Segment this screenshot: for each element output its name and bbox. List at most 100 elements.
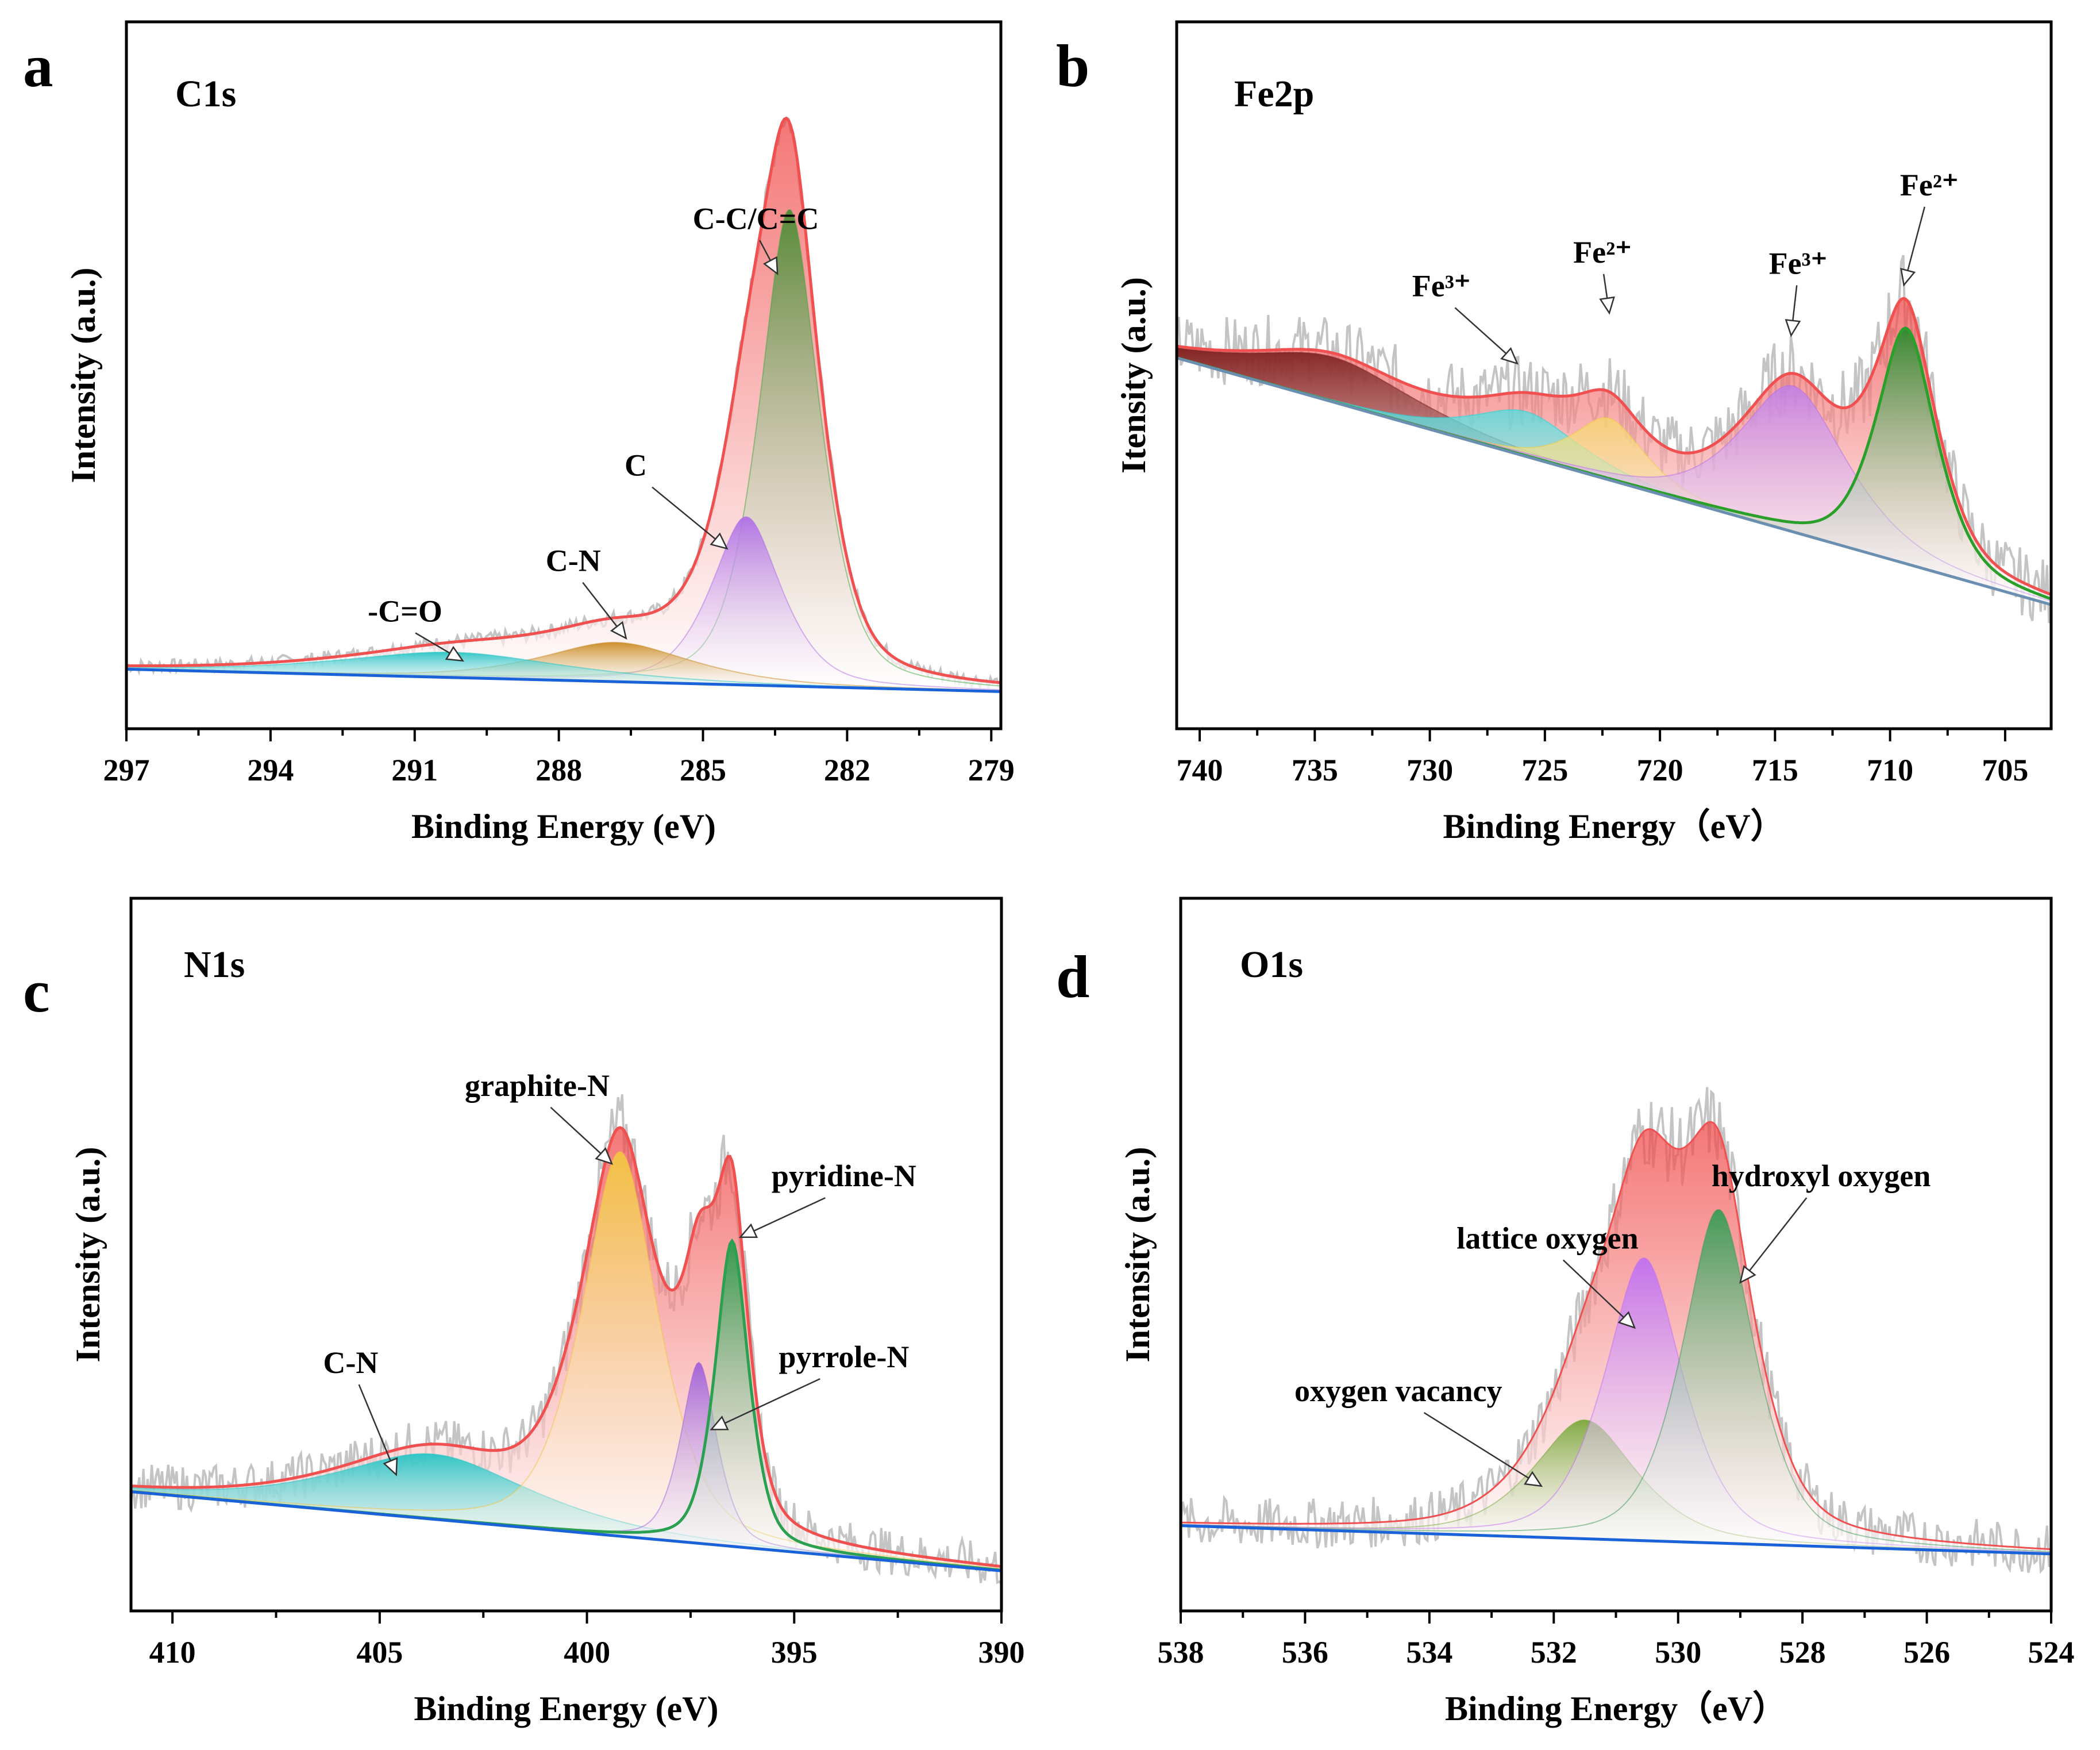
peak-annotation: -C=O xyxy=(368,594,442,628)
annotation-arrowhead xyxy=(1739,1265,1756,1284)
x-tick-label: 282 xyxy=(824,753,870,787)
peak-annotation: pyrrole-N xyxy=(779,1340,909,1374)
x-tick-label: 390 xyxy=(978,1635,1025,1670)
x-tick-label: 532 xyxy=(1531,1635,1577,1670)
x-tick-label: 710 xyxy=(1867,753,1913,787)
x-tick-label: 715 xyxy=(1752,753,1798,787)
annotation-arrowhead xyxy=(1900,267,1916,287)
x-tick-label: 279 xyxy=(968,753,1015,787)
peak-annotation: C-N xyxy=(323,1345,378,1380)
x-tick-label: 735 xyxy=(1292,753,1338,787)
plot-area xyxy=(131,1094,1001,1585)
annotation-arrowhead xyxy=(610,621,627,640)
component-peak-line-3 xyxy=(1181,1209,2051,1552)
background-line xyxy=(1177,356,2051,606)
x-tick-label: 410 xyxy=(149,1635,196,1670)
peak-annotation: C-N xyxy=(546,544,601,578)
annotation-arrowhead xyxy=(710,1416,729,1430)
annotation-arrow xyxy=(358,1384,397,1475)
panel-title: Fe2p xyxy=(1234,73,1314,115)
component-peak-2 xyxy=(1181,1258,2051,1554)
peak-annotation: oxygen vacancy xyxy=(1294,1374,1502,1408)
annotation-arrowhead xyxy=(710,532,729,550)
annotation-arrow xyxy=(711,1378,820,1430)
component-peak-2 xyxy=(126,517,1001,692)
envelope-line xyxy=(126,116,1001,684)
component-peak-1 xyxy=(1177,348,2051,605)
component-peak-line-1 xyxy=(126,209,1001,687)
annotation-arrowhead xyxy=(1599,296,1615,315)
envelope-line xyxy=(131,1126,1001,1568)
panel-title: N1s xyxy=(184,944,245,986)
annotation-arrowhead xyxy=(1785,319,1801,337)
annotation-arrowhead xyxy=(1500,347,1519,365)
background-line xyxy=(131,1490,1001,1572)
component-peak-4 xyxy=(126,652,1001,692)
y-axis-label: Intensity (a.u.) xyxy=(69,1147,107,1362)
panel-a-c1s: 297 294 291 288 285 282 279 Binding Energy (eV)… xyxy=(23,20,1015,845)
x-tick-label: 395 xyxy=(771,1635,818,1670)
x-axis-label: Binding Energy（eV） xyxy=(1445,1689,1787,1728)
x-tick-label: 536 xyxy=(1282,1635,1328,1670)
panel-d-o1s: 538 536 534 532 530 528 526 524 Binding Energy（e… xyxy=(1056,897,2075,1728)
x-tick-label: 524 xyxy=(2028,1635,2075,1670)
peak-annotation: Fe³⁺ xyxy=(1769,246,1828,280)
annotation-arrow xyxy=(1423,1412,1542,1487)
peak-annotation: C-C/C=C xyxy=(693,201,819,236)
y-axis-label: Intensity (a.u.) xyxy=(64,267,102,483)
x-axis-label: Binding Energy (eV) xyxy=(411,807,716,845)
x-tick-label: 526 xyxy=(1904,1635,1950,1670)
panel-letter: d xyxy=(1056,943,1089,1010)
x-tick-label: 297 xyxy=(103,753,150,787)
panel-title: C1s xyxy=(175,73,236,115)
x-tick-label: 725 xyxy=(1521,753,1568,787)
x-tick-label: 400 xyxy=(564,1635,610,1670)
component-peak-line-2 xyxy=(131,1151,1001,1570)
peak-annotation: Fe²⁺ xyxy=(1900,168,1959,202)
peak-annotation: Fe³⁺ xyxy=(1412,268,1471,303)
plot-area xyxy=(1181,1087,2051,1574)
peak-annotation: Fe²⁺ xyxy=(1573,235,1632,270)
annotation-arrowhead xyxy=(445,645,464,662)
x-tick-label: 528 xyxy=(1779,1635,1826,1670)
y-axis-label: Intensity (a.u.) xyxy=(1119,1147,1157,1362)
annotation-arrowhead xyxy=(1524,1471,1543,1487)
component-peak-1 xyxy=(126,210,1001,692)
envelope-fill xyxy=(126,118,1001,692)
annotation-arrowhead xyxy=(1617,1311,1636,1329)
envelope-line xyxy=(1177,297,2051,596)
panel-title: O1s xyxy=(1240,944,1303,986)
panel-letter: c xyxy=(23,957,50,1025)
x-tick-label: 534 xyxy=(1406,1635,1452,1670)
x-tick-label: 530 xyxy=(1655,1635,1701,1670)
x-tick-label: 285 xyxy=(680,753,726,787)
panel-letter: b xyxy=(1056,32,1089,99)
panel-b-fe2p: 740 735 730 725 720 715 710 705 Binding Energy（e… xyxy=(1056,20,2053,845)
panel-c-n1s: 410 405 400 395 390 Binding Energy (eV) Intens… xyxy=(23,897,1025,1728)
peak-annotation: C xyxy=(625,448,647,483)
x-axis-label: Binding Energy (eV) xyxy=(414,1690,718,1728)
background-line xyxy=(126,667,1001,693)
component-peak-5 xyxy=(1177,328,2051,605)
raw-spectrum-line xyxy=(126,116,1001,690)
background-line xyxy=(1181,1524,2051,1556)
y-axis-label: Itensity (a.u.) xyxy=(1115,277,1153,474)
x-tick-label: 294 xyxy=(247,753,294,787)
annotation-arrowhead xyxy=(595,1147,614,1165)
peak-annotation: lattice oxygen xyxy=(1456,1221,1638,1255)
plot-area xyxy=(1177,255,2051,624)
plot-frame xyxy=(1175,20,2053,730)
x-tick-label: 538 xyxy=(1158,1635,1204,1670)
envelope-line xyxy=(1181,1121,2051,1551)
plot-frame xyxy=(129,897,1003,1613)
x-tick-label: 705 xyxy=(1982,753,2028,787)
annotation-arrowhead xyxy=(383,1457,398,1476)
x-tick-label: 288 xyxy=(535,753,582,787)
annotation-arrow xyxy=(1562,1259,1635,1329)
annotation-arrowhead xyxy=(763,256,779,276)
x-tick-label: 730 xyxy=(1407,753,1453,787)
plot-area xyxy=(126,116,1001,693)
annotation-arrow xyxy=(1739,1197,1808,1283)
component-peak-2 xyxy=(131,1151,1001,1571)
